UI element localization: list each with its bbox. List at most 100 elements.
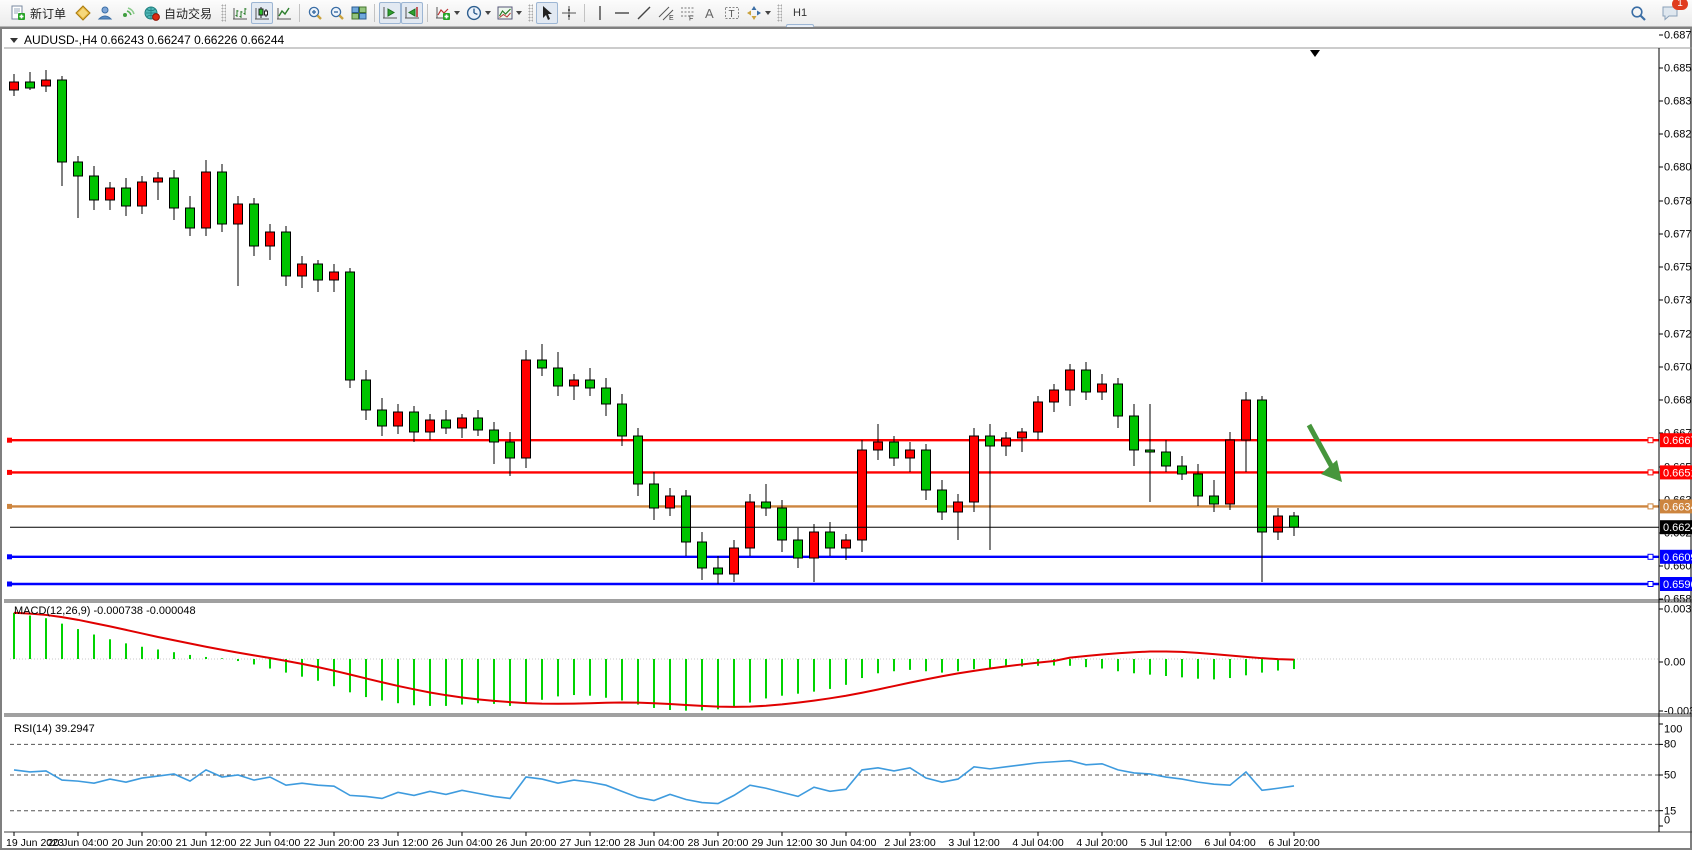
svg-text:2 Jul 23:00: 2 Jul 23:00 bbox=[884, 837, 936, 849]
market-watch-button[interactable] bbox=[72, 2, 94, 24]
timeframe-button-H1[interactable]: H1 bbox=[793, 7, 808, 19]
line-handle bbox=[1647, 503, 1654, 510]
svg-text:T: T bbox=[729, 9, 735, 20]
svg-text:21 Jun 12:00: 21 Jun 12:00 bbox=[176, 837, 237, 849]
crosshair-button[interactable] bbox=[558, 2, 580, 24]
line-chart-type-button[interactable] bbox=[273, 2, 295, 24]
horizontal-line-icon bbox=[614, 5, 630, 21]
annotation-arrow[interactable] bbox=[1306, 423, 1342, 482]
svg-text:50: 50 bbox=[1664, 770, 1676, 782]
bar-chart-type-button[interactable] bbox=[229, 2, 251, 24]
tile-windows-button[interactable] bbox=[348, 2, 370, 24]
svg-text:0.67210: 0.67210 bbox=[1664, 329, 1692, 341]
svg-text:30 Jun 04:00: 30 Jun 04:00 bbox=[816, 837, 877, 849]
line-handle bbox=[1647, 469, 1654, 476]
chart-canvas[interactable]: 0.68705 0.68540 0.68375 0.68210 0.68045 0.678… bbox=[2, 29, 1692, 850]
chart-shift-button[interactable] bbox=[401, 2, 424, 24]
search-button[interactable] bbox=[1627, 2, 1650, 24]
text-icon: A bbox=[702, 5, 718, 21]
toolbar-grip bbox=[777, 4, 783, 22]
rsi-pane[interactable]: 100 80 50 150 RSI(14) 39.2947 bbox=[10, 723, 1682, 827]
fibonacci-icon: F bbox=[680, 5, 696, 21]
new-order-button[interactable]: 新订单 bbox=[4, 2, 72, 24]
text-button[interactable]: A bbox=[699, 2, 721, 24]
gold-chart-icon bbox=[75, 5, 91, 21]
chart-title-bar: AUDUSD-,H4 0.66243 0.66247 0.66226 0.662… bbox=[4, 31, 284, 49]
zoom-out-button[interactable] bbox=[326, 2, 348, 24]
template-icon bbox=[497, 5, 513, 21]
svg-text:4 Jul 20:00: 4 Jul 20:00 bbox=[1076, 837, 1128, 849]
svg-text:0.00: 0.00 bbox=[1664, 657, 1685, 669]
line-handle bbox=[7, 503, 12, 509]
chevron-down-icon bbox=[485, 11, 492, 15]
toolbar-right-group: 1 bbox=[1627, 0, 1688, 24]
svg-text:27 Jun 12:00: 27 Jun 12:00 bbox=[560, 837, 621, 849]
svg-text:28 Jun 20:00: 28 Jun 20:00 bbox=[688, 837, 749, 849]
templates-button[interactable] bbox=[494, 2, 525, 24]
vertical-line-button[interactable] bbox=[589, 2, 611, 24]
chevron-down-icon bbox=[454, 11, 461, 15]
trendline-icon bbox=[636, 5, 652, 21]
collapse-chart-icon[interactable] bbox=[10, 37, 18, 43]
search-icon bbox=[1630, 5, 1647, 22]
cursor-button[interactable] bbox=[536, 2, 559, 24]
signal-button[interactable] bbox=[116, 2, 138, 24]
svg-text:0.66348: 0.66348 bbox=[1663, 501, 1692, 513]
svg-text:3 Jul 12:00: 3 Jul 12:00 bbox=[948, 837, 1000, 849]
trendline-button[interactable] bbox=[633, 2, 655, 24]
candlestick-chart-type-button[interactable] bbox=[251, 2, 274, 24]
arrows-button[interactable] bbox=[743, 2, 774, 24]
indicators-button[interactable] bbox=[432, 2, 463, 24]
svg-text:5 Jul 12:00: 5 Jul 12:00 bbox=[1140, 837, 1192, 849]
auto-trading-label: 自动交易 bbox=[164, 6, 213, 21]
equidistant-channel-button[interactable]: E bbox=[655, 2, 677, 24]
line-handle bbox=[1647, 553, 1654, 560]
macd-label: MACD(12,26,9) -0.000738 -0.000048 bbox=[14, 605, 196, 617]
arrows-icon bbox=[746, 5, 762, 21]
chevron-down-icon bbox=[765, 11, 772, 15]
macd-pane[interactable]: 0.0036840.00-0.00381MACD(12,26,9) -0.000… bbox=[10, 604, 1692, 718]
line-handle bbox=[1647, 581, 1654, 587]
svg-text:0.66679: 0.66679 bbox=[1663, 435, 1692, 447]
chevron-down-icon bbox=[516, 11, 523, 15]
chart-shift-icon bbox=[404, 5, 420, 21]
profile-button[interactable] bbox=[94, 2, 116, 24]
channel-icon: E bbox=[658, 5, 674, 21]
periods-button[interactable] bbox=[463, 2, 494, 24]
price-axis[interactable]: 0.68705 0.68540 0.68375 0.68210 0.68045 0.678… bbox=[1659, 30, 1692, 606]
horizontal-line-button[interactable] bbox=[611, 2, 633, 24]
vertical-line-icon bbox=[592, 5, 608, 21]
new-order-icon bbox=[10, 5, 26, 21]
signal-icon bbox=[119, 5, 135, 21]
cursor-icon bbox=[539, 5, 555, 21]
line-handle bbox=[7, 554, 12, 560]
price-label-0.66679: 0.66679 bbox=[1660, 433, 1692, 448]
toolbar-grip bbox=[221, 4, 227, 22]
svg-text:6 Jul 04:00: 6 Jul 04:00 bbox=[1204, 837, 1256, 849]
svg-text:0.68210: 0.68210 bbox=[1664, 129, 1692, 141]
zoom-in-button[interactable] bbox=[304, 2, 326, 24]
svg-text:0.003684: 0.003684 bbox=[1664, 604, 1692, 616]
price-label-0.66518: 0.66518 bbox=[1660, 465, 1692, 480]
fibonacci-button[interactable]: F bbox=[677, 2, 699, 24]
line-handle bbox=[1647, 437, 1654, 444]
svg-text:0.66880: 0.66880 bbox=[1664, 395, 1692, 407]
svg-text:22 Jun 20:00: 22 Jun 20:00 bbox=[304, 837, 365, 849]
svg-text:0: 0 bbox=[1664, 815, 1670, 827]
text-label-button[interactable]: T bbox=[721, 2, 743, 24]
notifications-button[interactable]: 1 bbox=[1658, 0, 1688, 24]
crosshair-icon bbox=[561, 5, 577, 21]
svg-text:26 Jun 04:00: 26 Jun 04:00 bbox=[432, 837, 493, 849]
toolbar-grip bbox=[528, 4, 534, 22]
auto-scroll-button[interactable] bbox=[379, 2, 402, 24]
chart-shift-marker[interactable] bbox=[1310, 50, 1320, 57]
horizontal-lines[interactable] bbox=[7, 437, 1659, 587]
line-handle bbox=[7, 469, 12, 475]
svg-text:0.68375: 0.68375 bbox=[1664, 96, 1692, 108]
auto-trading-button[interactable]: 自动交易 bbox=[138, 2, 218, 24]
svg-text:26 Jun 20:00: 26 Jun 20:00 bbox=[496, 837, 557, 849]
svg-text:0.66518: 0.66518 bbox=[1663, 467, 1692, 479]
svg-text:0.68705: 0.68705 bbox=[1664, 30, 1692, 42]
